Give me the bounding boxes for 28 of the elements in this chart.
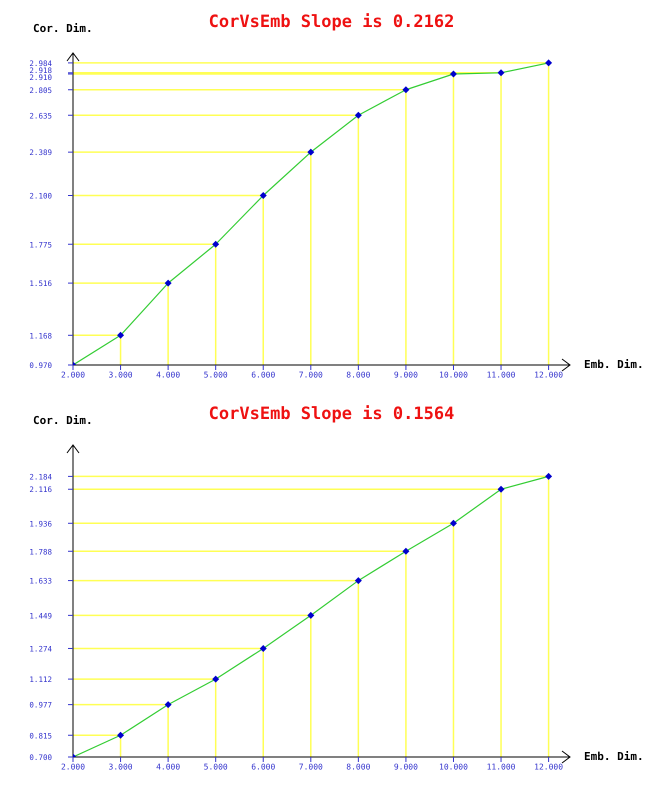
x-tick-label: 2.000 <box>60 762 86 772</box>
x-tick-label: 12.000 <box>534 370 564 380</box>
y-axis-title: Cor. Dim. <box>33 414 93 427</box>
x-tick-label: 8.000 <box>346 370 371 380</box>
x-tick-label: 10.000 <box>439 762 468 772</box>
x-axis-title: Emb. Dim. <box>584 358 644 371</box>
x-tick-label: 12.000 <box>534 762 564 772</box>
x-tick-label: 3.000 <box>108 370 133 380</box>
x-tick-label: 6.000 <box>251 370 276 380</box>
x-tick-label: 4.000 <box>156 370 180 380</box>
x-tick-label: 9.000 <box>394 370 418 380</box>
x-tick-label: 10.000 <box>439 370 468 380</box>
x-tick-label: 11.000 <box>486 370 516 380</box>
x-tick-label: 11.000 <box>486 762 516 772</box>
x-tick-label: 2.000 <box>60 370 86 380</box>
x-tick-label: 5.000 <box>204 370 228 380</box>
x-tick-label: 3.000 <box>108 762 133 772</box>
x-tick-label: 7.000 <box>298 370 324 380</box>
x-tick-label: 7.000 <box>298 762 324 772</box>
chart-title: CorVsEmb Slope is 0.2162 <box>208 12 454 32</box>
chart-title: CorVsEmb Slope is 0.1564 <box>208 404 454 424</box>
x-tick-label: 9.000 <box>394 762 418 772</box>
x-tick-label: 8.000 <box>346 762 371 772</box>
x-tick-label: 5.000 <box>204 762 228 772</box>
x-axis-title: Emb. Dim. <box>584 750 644 763</box>
x-tick-label: 4.000 <box>156 762 180 772</box>
x-tick-label: 6.000 <box>251 762 276 772</box>
y-axis-title: Cor. Dim. <box>33 22 93 35</box>
